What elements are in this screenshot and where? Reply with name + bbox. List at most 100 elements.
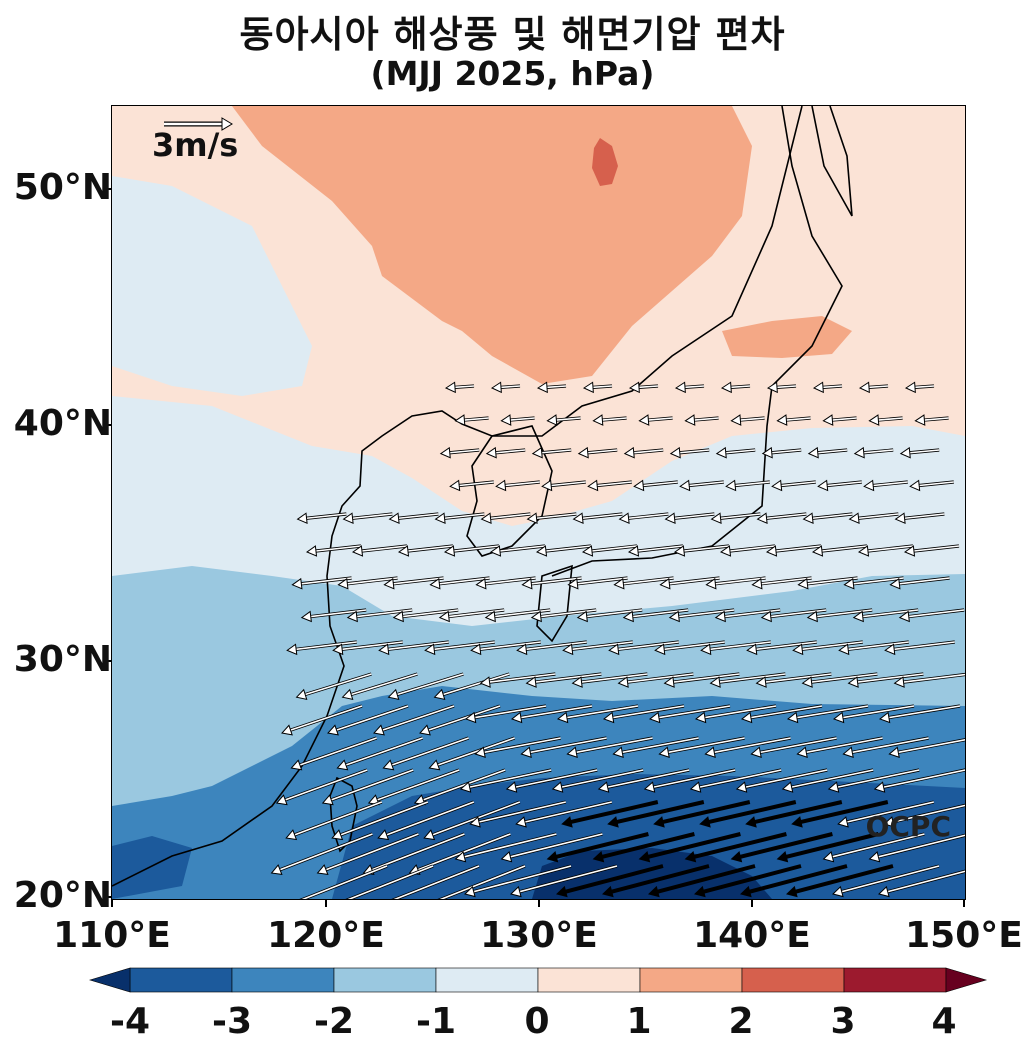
- wind-vector: [321, 768, 414, 806]
- wind-vector: [433, 672, 510, 700]
- wind-vector: [327, 704, 409, 736]
- wind-vector: [535, 544, 592, 557]
- wind-vector: [337, 576, 398, 590]
- cbar-label-7: 3: [830, 1001, 856, 1042]
- wind-vector: [438, 608, 505, 623]
- wind-vector: [679, 479, 724, 492]
- wind-vector: [332, 640, 403, 656]
- wind-vector: [756, 512, 807, 525]
- xtick-label-120: 120°E: [267, 915, 385, 956]
- wind-vector: [771, 479, 816, 492]
- wind-vector: [664, 512, 715, 525]
- wind-vector: [331, 800, 429, 841]
- wind-vector: [316, 832, 419, 876]
- wind-vector: [817, 479, 862, 492]
- band-1-2: [232, 106, 752, 384]
- cbar-label-5: 1: [626, 1001, 652, 1042]
- wind-vector: [903, 544, 960, 557]
- wind-vector-strong: [561, 800, 659, 828]
- wind-vector: [437, 864, 526, 899]
- wind-vector: [281, 704, 363, 736]
- map-panel: 3m/s OCPC: [111, 105, 966, 900]
- wind-vector-strong: [730, 832, 833, 863]
- wind-vector: [345, 864, 434, 899]
- wind-vector: [270, 832, 373, 876]
- wind-vector: [893, 672, 965, 688]
- wind-vector: [806, 608, 873, 623]
- wind-vector-strong: [556, 864, 664, 898]
- cbar-label-6: 2: [728, 1001, 754, 1042]
- wind-vector: [296, 512, 347, 525]
- wind-vector: [556, 704, 639, 724]
- wind-vector: [383, 576, 444, 590]
- wind-vector: [848, 512, 899, 525]
- wind-vector-strong: [786, 864, 894, 898]
- anomaly-field: [112, 106, 965, 899]
- wind-vector: [684, 414, 719, 426]
- coast-china: [112, 106, 803, 887]
- wind-vector: [444, 381, 475, 394]
- wind-vector: [628, 381, 659, 394]
- wind-vector: [541, 479, 586, 492]
- wind-vector: [576, 608, 643, 623]
- wind-vector: [633, 479, 678, 492]
- xtick-label-150: 150°E: [905, 915, 1023, 956]
- wind-vector: [520, 736, 607, 758]
- wind-vector: [342, 512, 393, 525]
- cbar-label-1: -3: [212, 1001, 252, 1042]
- wind-vector: [469, 800, 567, 828]
- wind-vector: [464, 704, 547, 724]
- wind-vector: [480, 512, 531, 525]
- wind-vector: [750, 736, 837, 758]
- wind-vector: [832, 864, 940, 898]
- wind-vector: [746, 640, 817, 656]
- wind-vector: [341, 672, 418, 700]
- wind-vector: [382, 736, 470, 771]
- wind-vector: [443, 544, 500, 557]
- wind-vector: [521, 576, 582, 590]
- wind-vector-strong: [684, 832, 787, 863]
- wind-vector: [622, 608, 689, 623]
- wind-vector: [704, 736, 791, 758]
- band-minus1-0-west: [112, 176, 312, 396]
- wind-vector: [709, 672, 786, 688]
- wind-vector: [291, 576, 352, 590]
- wind-vector-strong: [776, 832, 879, 863]
- wind-vector: [627, 544, 684, 557]
- wind-vector: [449, 479, 494, 492]
- wind-vector: [638, 414, 673, 426]
- wind-vector: [617, 672, 694, 688]
- colorbar-segment: [129, 967, 233, 993]
- wind-vector: [837, 800, 935, 828]
- wind-vector: [792, 640, 863, 656]
- band-1-2-japan: [722, 316, 852, 358]
- wind-vector: [843, 576, 904, 590]
- xtick-label-140: 140°E: [693, 915, 811, 956]
- xtick-140: [751, 899, 753, 907]
- wind-vector-strong: [607, 800, 705, 828]
- wind-vector: [285, 800, 383, 841]
- wind-vector: [454, 414, 489, 426]
- wind-vector: [577, 446, 618, 459]
- wind-vector: [659, 576, 720, 590]
- wind-vector: [439, 446, 480, 459]
- colorbar: [88, 967, 988, 993]
- wind-vector: [873, 768, 965, 793]
- wind-vector-strong: [638, 832, 741, 863]
- wind-vector: [648, 704, 731, 724]
- wind-vector: [475, 576, 536, 590]
- wind-vector: [587, 479, 632, 492]
- xtick-label-110: 110°E: [53, 915, 171, 956]
- wind-vector: [740, 704, 823, 724]
- wind-vector: [857, 544, 914, 557]
- wind-vector: [801, 672, 878, 688]
- wind-vector: [572, 512, 623, 525]
- wind-vector: [888, 738, 965, 758]
- wind-vector: [719, 544, 776, 557]
- wind-vector: [536, 381, 567, 394]
- wind-vector: [868, 833, 965, 863]
- wind-vector: [474, 736, 561, 758]
- wind-vector: [510, 704, 593, 724]
- wind-vector: [797, 576, 858, 590]
- wind-vector: [802, 512, 853, 525]
